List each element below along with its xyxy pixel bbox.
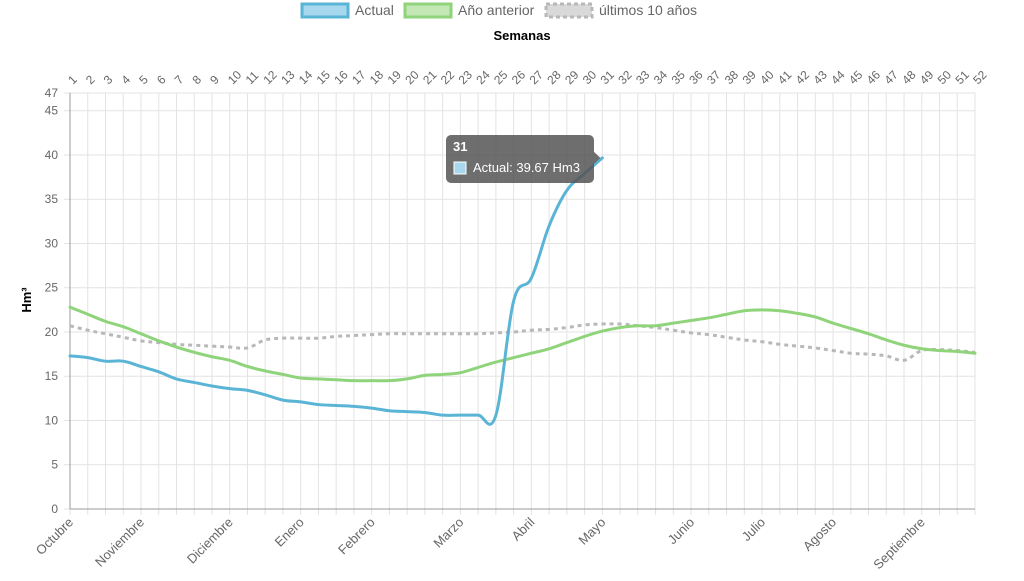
month-tick-label: Agosto: [800, 515, 839, 554]
series-line-actual: [68, 156, 604, 426]
series-line-previous-year: [68, 305, 977, 383]
legend-swatch: [300, 2, 350, 19]
y-axis-title: Hm³: [19, 287, 34, 313]
month-tick-label: Marzo: [430, 515, 466, 551]
legend-item[interactable]: Año anterior: [403, 2, 535, 19]
legend: Actual Año anterior últimos 10 años: [300, 2, 697, 19]
week-tick-label: 2: [83, 72, 98, 87]
y-tick-label: 10: [45, 413, 59, 427]
month-tick-label: Septiembre: [870, 515, 928, 573]
month-tick-label: Abril: [508, 514, 537, 543]
y-tick-label: 0: [51, 502, 58, 516]
month-tick-label: Mayo: [575, 515, 608, 548]
y-tick-label: 35: [45, 192, 59, 206]
week-tick-label: 7: [172, 72, 187, 87]
y-tick-label: 45: [45, 104, 59, 118]
legend-swatch: [403, 2, 453, 19]
grid: [64, 92, 976, 515]
week-tick-label: 3: [101, 72, 116, 87]
series-line-ten-year-average: [69, 322, 976, 362]
tooltip-swatch: [453, 161, 467, 175]
legend-item[interactable]: últimos 10 años: [544, 2, 697, 19]
y-tick-label: 30: [45, 236, 59, 250]
y-tick-label: 20: [45, 325, 59, 339]
legend-item[interactable]: Actual: [300, 2, 394, 19]
week-tick-label: 52: [970, 68, 990, 88]
week-tick-label: 4: [118, 72, 133, 87]
y-tick-label: 25: [45, 281, 59, 295]
week-tick-label: 11: [243, 68, 262, 87]
y-tick-label: 47: [45, 86, 59, 100]
legend-label: últimos 10 años: [599, 2, 697, 18]
month-tick-label: Febrero: [335, 515, 378, 558]
tooltip-caret: [594, 151, 601, 164]
week-tick-label: 1: [65, 72, 80, 87]
month-tick-label: Octubre: [33, 515, 76, 558]
month-tick-label: Noviembre: [92, 515, 147, 570]
axes: [69, 93, 975, 510]
week-tick-label: 8: [189, 72, 204, 87]
legend-label: Actual: [355, 2, 394, 18]
tooltip: 31 Actual: 39.67 Hm3: [446, 135, 601, 183]
tooltip-box: [446, 135, 594, 183]
month-tick-label: Diciembre: [184, 515, 236, 567]
week-tick-label: 5: [136, 72, 151, 87]
month-tick-labels: Octubre Noviembre Diciembre Enero Febrero Mar…: [33, 514, 928, 572]
week-tick-label: 9: [207, 72, 222, 87]
y-tick-label: 5: [51, 458, 58, 472]
y-tick-label: 15: [45, 369, 59, 383]
week-tick-label: 6: [154, 72, 169, 87]
y-tick-labels: 0 5 10 15 20 25 30 35 40 45 47: [45, 86, 59, 516]
tooltip-title: 31: [453, 139, 467, 154]
tooltip-label: Actual: 39.67 Hm3: [473, 160, 580, 175]
legend-swatch: [544, 2, 594, 19]
legend-label: Año anterior: [458, 2, 535, 18]
month-tick-label: Julio: [739, 515, 769, 545]
y-tick-label: 40: [45, 148, 59, 162]
month-tick-label: Enero: [272, 515, 307, 550]
x-axis-title: Semanas: [493, 28, 550, 43]
series-layer: [68, 156, 977, 426]
month-tick-label: Junio: [665, 515, 698, 548]
